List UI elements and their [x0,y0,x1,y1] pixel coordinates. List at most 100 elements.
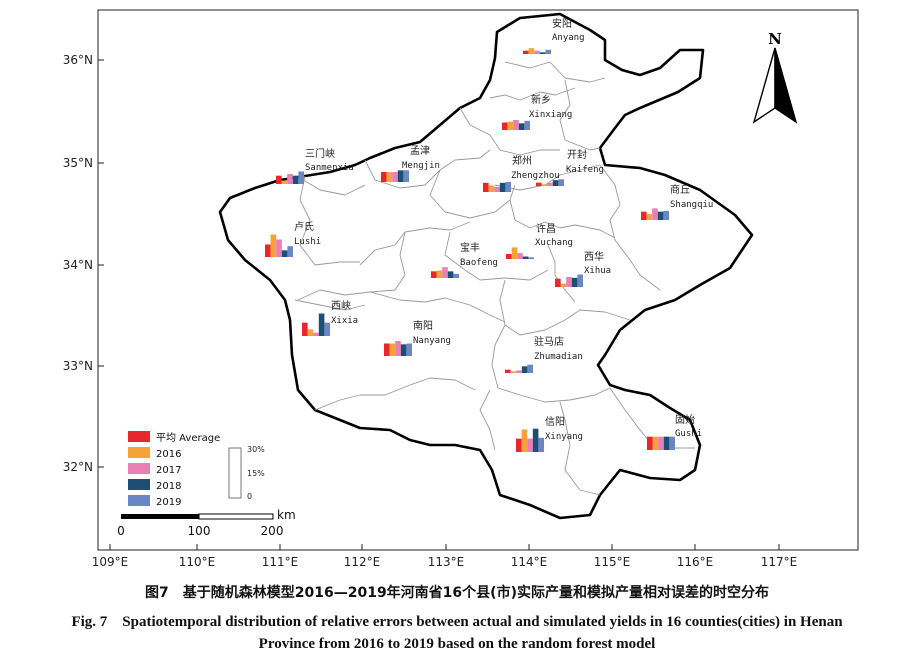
bar-xihua-4 [577,274,583,287]
figure-caption-english-line1: Fig. 7 Spatiotemporal distribution of re… [71,614,843,630]
bar-anyang-0 [523,50,529,54]
bar-zhumadian-4 [527,364,533,373]
bar-shangqiu-3 [657,211,664,220]
bar-xinyang-1 [521,429,528,452]
site-label-cn: 卢氏 [294,220,314,233]
longitude-label: 112°E [344,555,381,569]
legend: 平均 Average 2016 2017 2018 2019 30% 15% 0 [128,431,265,508]
north-arrow-right-half [774,47,798,124]
legend-label-2018: 2018 [156,481,181,492]
bar-xinxiang-4 [524,120,530,130]
site-label-en: Zhumadian [534,352,583,362]
site-label-en: Xinxiang [529,110,572,120]
bar-anyang-4 [545,49,551,54]
bar-nanyang-1 [389,343,396,356]
latitude-label: 32°N [63,460,93,474]
bar-xinxiang-3 [518,123,525,130]
site-chart-mengjin: 孟津 Mengjin [381,145,440,182]
bar-zhumadian-3 [521,366,528,373]
bar-kaifeng-3 [552,180,559,186]
site-label-cn: 西峡 [331,299,351,312]
site-label-cn: 西华 [584,250,604,263]
bar-mengjin-2 [392,172,398,182]
longitude-label: 113°E [428,555,465,569]
site-label-cn: 信阳 [545,416,565,428]
site-label-en: Xinyang [545,432,583,442]
bar-anyang-1 [528,48,535,54]
bar-scale-max: 30% [247,445,265,454]
bar-nanyang-4 [406,343,412,356]
bar-mengjin-3 [397,170,404,182]
henan-province-outline [218,12,754,520]
site-label-en: Xihua [584,266,611,276]
site-chart-xixia: 西峡 Xixia [302,299,358,336]
bar-zhumadian-1 [510,371,517,373]
site-label-en: Kaifeng [566,165,604,175]
bar-xuchang-0 [506,254,512,259]
north-arrow-label: N [768,30,782,48]
bar-xixia-0 [302,322,308,336]
legend-label-2017: 2017 [156,465,181,476]
bar-zhengzhou-3 [499,182,506,192]
site-label-cn: 安阳 [552,17,572,30]
site-label-cn: 开封 [567,148,587,161]
site-chart-nanyang: 南阳 Nanyang [384,319,451,356]
latitude-label: 33°N [63,359,93,373]
scale-bar-tick-100: 100 [188,524,211,538]
bar-zhengzhou-2 [494,187,500,192]
bar-xixia-4 [324,322,330,336]
scale-bar-tick-0: 0 [117,524,125,538]
scale-bar: km 0 100 200 [117,508,295,538]
scale-bar-black-segment [121,514,199,519]
site-chart-sanmenxia: 三门峡 Sanmenxia [276,147,354,184]
bar-xuchang-2 [517,253,523,259]
bar-xixia-3 [318,313,325,336]
site-label-cn: 新乡 [531,93,551,106]
site-label-en: Baofeng [460,258,498,268]
site-charts: 安阳 Anyang 新乡 Xinxiang 三门峡 Sanmenxia 孟津 Mengjin 郑… [265,17,713,452]
site-label-cn: 宝丰 [460,241,480,254]
bar-sanmenxia-0 [276,175,282,184]
site-label-en: Anyang [552,33,585,43]
bar-xixia-2 [313,332,319,336]
legend-swatch-2018 [128,479,150,490]
bar-xinyang-2 [527,438,533,452]
bar-baofeng-4 [453,273,459,278]
site-chart-lushi: 卢氏 Lushi [265,220,321,257]
site-label-en: Sanmenxia [305,163,354,173]
bar-xinxiang-1 [507,121,514,130]
bar-xinyang-4 [538,437,544,452]
bar-sanmenxia-2 [287,174,293,184]
bar-sanmenxia-1 [281,180,288,184]
site-chart-xinyang: 信阳 Xinyang [516,416,583,452]
longitude-label: 115°E [594,555,631,569]
site-label-en: Gushi [675,429,702,439]
bar-zhengzhou-4 [505,182,511,192]
bar-lushi-4 [287,246,293,257]
bar-scale-mid: 15% [247,469,265,478]
bar-anyang-3 [539,52,546,54]
legend-swatch-2019 [128,495,150,506]
north-arrow: N [752,30,798,124]
bar-zhumadian-2 [516,370,522,373]
bar-xixia-1 [307,329,314,336]
legend-label-2019: 2019 [156,497,181,508]
latitude-label: 34°N [63,258,93,272]
scale-bar-white-segment [198,513,274,520]
bar-xihua-1 [560,283,567,287]
bar-mengjin-4 [403,170,409,182]
bar-baofeng-3 [447,271,454,278]
site-label-cn: 南阳 [413,319,433,332]
bar-xuchang-1 [511,247,518,259]
longitude-axis: 109°E 110°E 111°E 112°E 113°E 114°E 115°E 116°E… [92,544,797,569]
bar-kaifeng-0 [536,182,542,186]
bar-kaifeng-4 [558,179,564,186]
bar-xihua-0 [555,278,561,287]
site-label-cn: 许昌 [536,223,556,235]
bar-shangqiu-4 [663,210,669,220]
scale-bar-tick-200: 200 [261,524,284,538]
site-label-cn: 三门峡 [305,147,335,160]
figure-caption-chinese: 图7 基于随机森林模型2016—2019年河南省16个县(市)实际产量和模拟产量… [145,585,769,601]
bar-shangqiu-0 [641,211,647,220]
bar-anyang-2 [534,50,540,54]
